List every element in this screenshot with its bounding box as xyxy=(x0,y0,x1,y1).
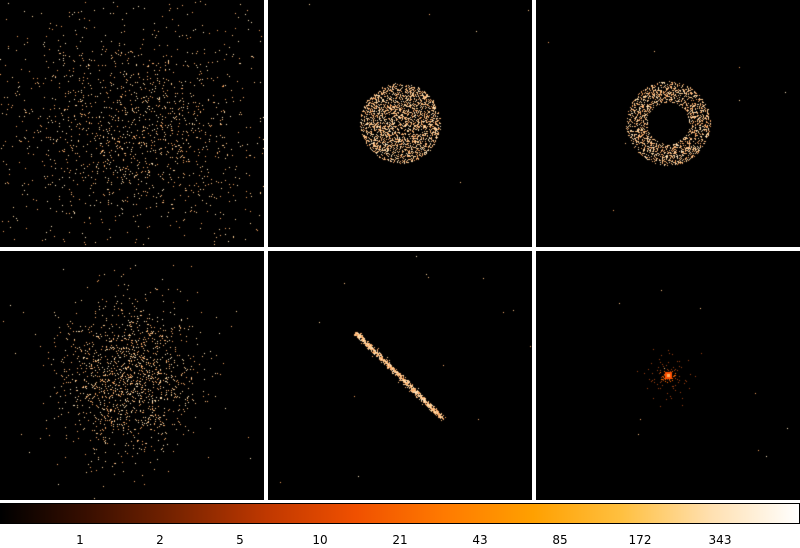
colorbar-tick-label: 85 xyxy=(552,533,568,547)
colorbar-tick-label: 5 xyxy=(236,533,244,547)
colorbar-tick-label: 1 xyxy=(76,533,84,547)
frame-image-4[interactable] xyxy=(0,251,264,500)
colorbar-tick-label: 343 xyxy=(708,533,732,547)
frame-tile-3[interactable] xyxy=(536,0,800,247)
colorbar-tick-label: 10 xyxy=(312,533,328,547)
frame-image-6[interactable] xyxy=(536,251,800,500)
frame-tile-2[interactable] xyxy=(268,0,532,247)
colorbar-tick-label: 172 xyxy=(628,533,652,547)
frame-image-3[interactable] xyxy=(536,0,800,247)
frame-image-2[interactable] xyxy=(268,0,532,247)
frame-tile-4[interactable] xyxy=(0,251,264,500)
frame-image-5[interactable] xyxy=(268,251,532,500)
frame-tile-5[interactable] xyxy=(268,251,532,500)
frame-image-1[interactable] xyxy=(0,0,264,247)
colorbar-gradient[interactable] xyxy=(1,504,799,523)
colorbar-tick-label: 2 xyxy=(156,533,164,547)
frame-tile-6[interactable] xyxy=(536,251,800,500)
frame-tile-1[interactable] xyxy=(0,0,264,247)
colorbar-tick-label: 43 xyxy=(472,533,488,547)
colorbar-tick-label: 21 xyxy=(392,533,408,547)
colorbar[interactable] xyxy=(0,503,800,524)
